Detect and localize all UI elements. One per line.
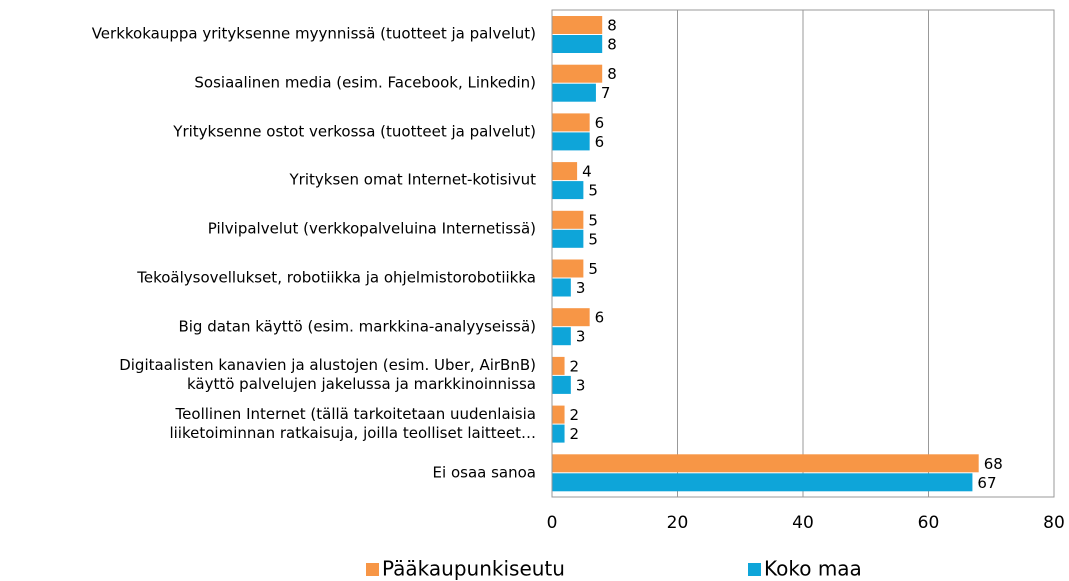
x-tick-label: 80 [1043, 513, 1065, 533]
value-label: 3 [576, 376, 586, 394]
value-label: 5 [588, 211, 598, 229]
bar [552, 356, 565, 375]
category-label: Teollinen Internet (tällä tarkoitetaan u… [169, 404, 536, 442]
bar [552, 327, 571, 346]
legend-swatch [366, 563, 379, 576]
value-label: 3 [576, 279, 586, 297]
x-tick-label: 0 [547, 513, 558, 533]
value-label: 3 [576, 328, 586, 346]
category-label: Yrityksenne ostot verkossa (tuotteet ja … [173, 122, 536, 141]
category-label: Digitaalisten kanavien ja alustojen (esi… [119, 356, 536, 394]
category-label: Verkkokauppa yrityksenne myynnissä (tuot… [91, 24, 536, 43]
bar [552, 35, 603, 53]
bar [552, 454, 979, 473]
value-label: 8 [607, 17, 617, 35]
bar [552, 83, 596, 102]
x-tick-label: 40 [792, 513, 814, 533]
bar [552, 375, 571, 394]
bar [552, 162, 578, 181]
value-label: 4 [582, 163, 592, 181]
bar [552, 113, 590, 132]
bar [552, 259, 584, 278]
category-label: Ei osaa sanoa [432, 463, 536, 482]
value-label: 2 [570, 425, 580, 443]
bar [552, 308, 590, 327]
value-label: 8 [607, 65, 617, 83]
legend-label: Pääkaupunkiseutu [382, 557, 565, 581]
bar [552, 64, 603, 83]
bar [552, 16, 603, 34]
category-label: Pilvipalvelut (verkkopalveluina Internet… [207, 219, 536, 238]
bar [552, 278, 571, 297]
value-label: 2 [570, 406, 580, 424]
bar [552, 405, 565, 424]
value-label: 68 [984, 455, 1003, 473]
value-label: 6 [595, 114, 605, 132]
x-tick-label: 20 [667, 513, 689, 533]
value-label: 7 [601, 84, 611, 102]
value-label: 67 [977, 474, 996, 492]
category-label: Big datan käyttö (esim. markkina-analyys… [178, 317, 536, 336]
value-label: 5 [588, 260, 598, 278]
value-label: 6 [595, 309, 605, 327]
category-label: Tekoälysovellukset, robotiikka ja ohjelm… [137, 268, 536, 287]
bar [552, 132, 590, 151]
legend-swatch [748, 563, 761, 576]
x-tick-label: 60 [918, 513, 940, 533]
legend-label: Koko maa [764, 557, 862, 581]
bar [552, 181, 584, 200]
category-label: Sosiaalinen media (esim. Facebook, Linke… [194, 73, 536, 92]
value-label: 6 [595, 133, 605, 151]
value-label: 5 [588, 230, 598, 248]
bar [552, 229, 584, 248]
value-label: 2 [570, 357, 580, 375]
bar [552, 473, 973, 492]
category-label: Yrityksen omat Internet-kotisivut [289, 170, 537, 189]
value-label: 8 [607, 36, 617, 54]
value-label: 5 [588, 182, 598, 200]
bar [552, 424, 565, 443]
bar [552, 210, 584, 229]
